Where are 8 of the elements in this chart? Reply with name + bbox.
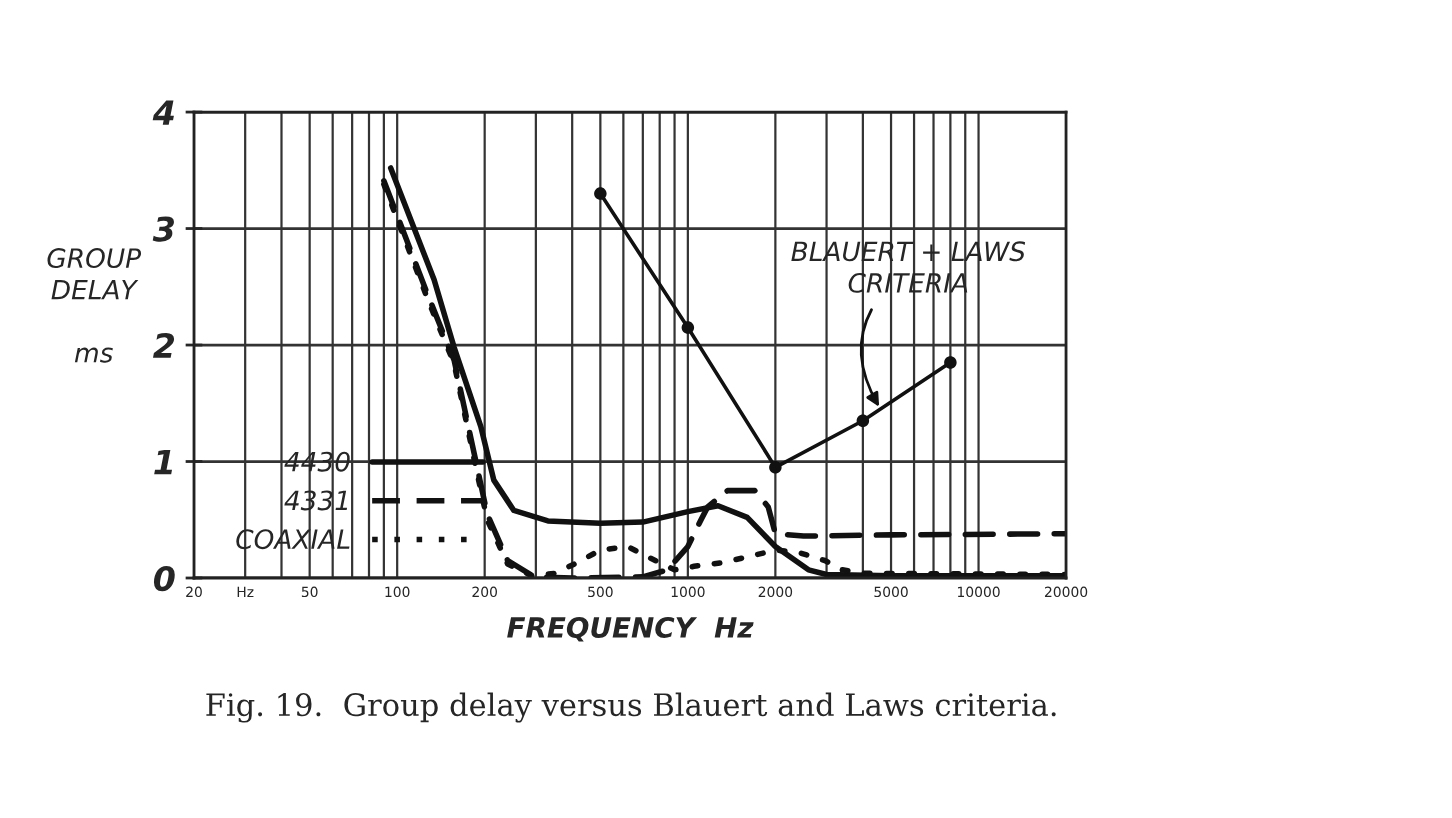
y-tick-label: 0 xyxy=(153,565,175,592)
y-tick-label: 4 xyxy=(152,100,174,125)
y-tick-label: 1 xyxy=(154,449,173,475)
text: GROUP DELAY ms xyxy=(47,248,142,363)
y-tick-label: 2 xyxy=(153,332,175,358)
caption: Fig. 19. Group delay versus Blauert and Laws criteria. xyxy=(206,692,1056,723)
y-tick-label: 3 xyxy=(152,216,174,242)
x-axis-title: FREQUENCY Hz xyxy=(507,616,754,642)
